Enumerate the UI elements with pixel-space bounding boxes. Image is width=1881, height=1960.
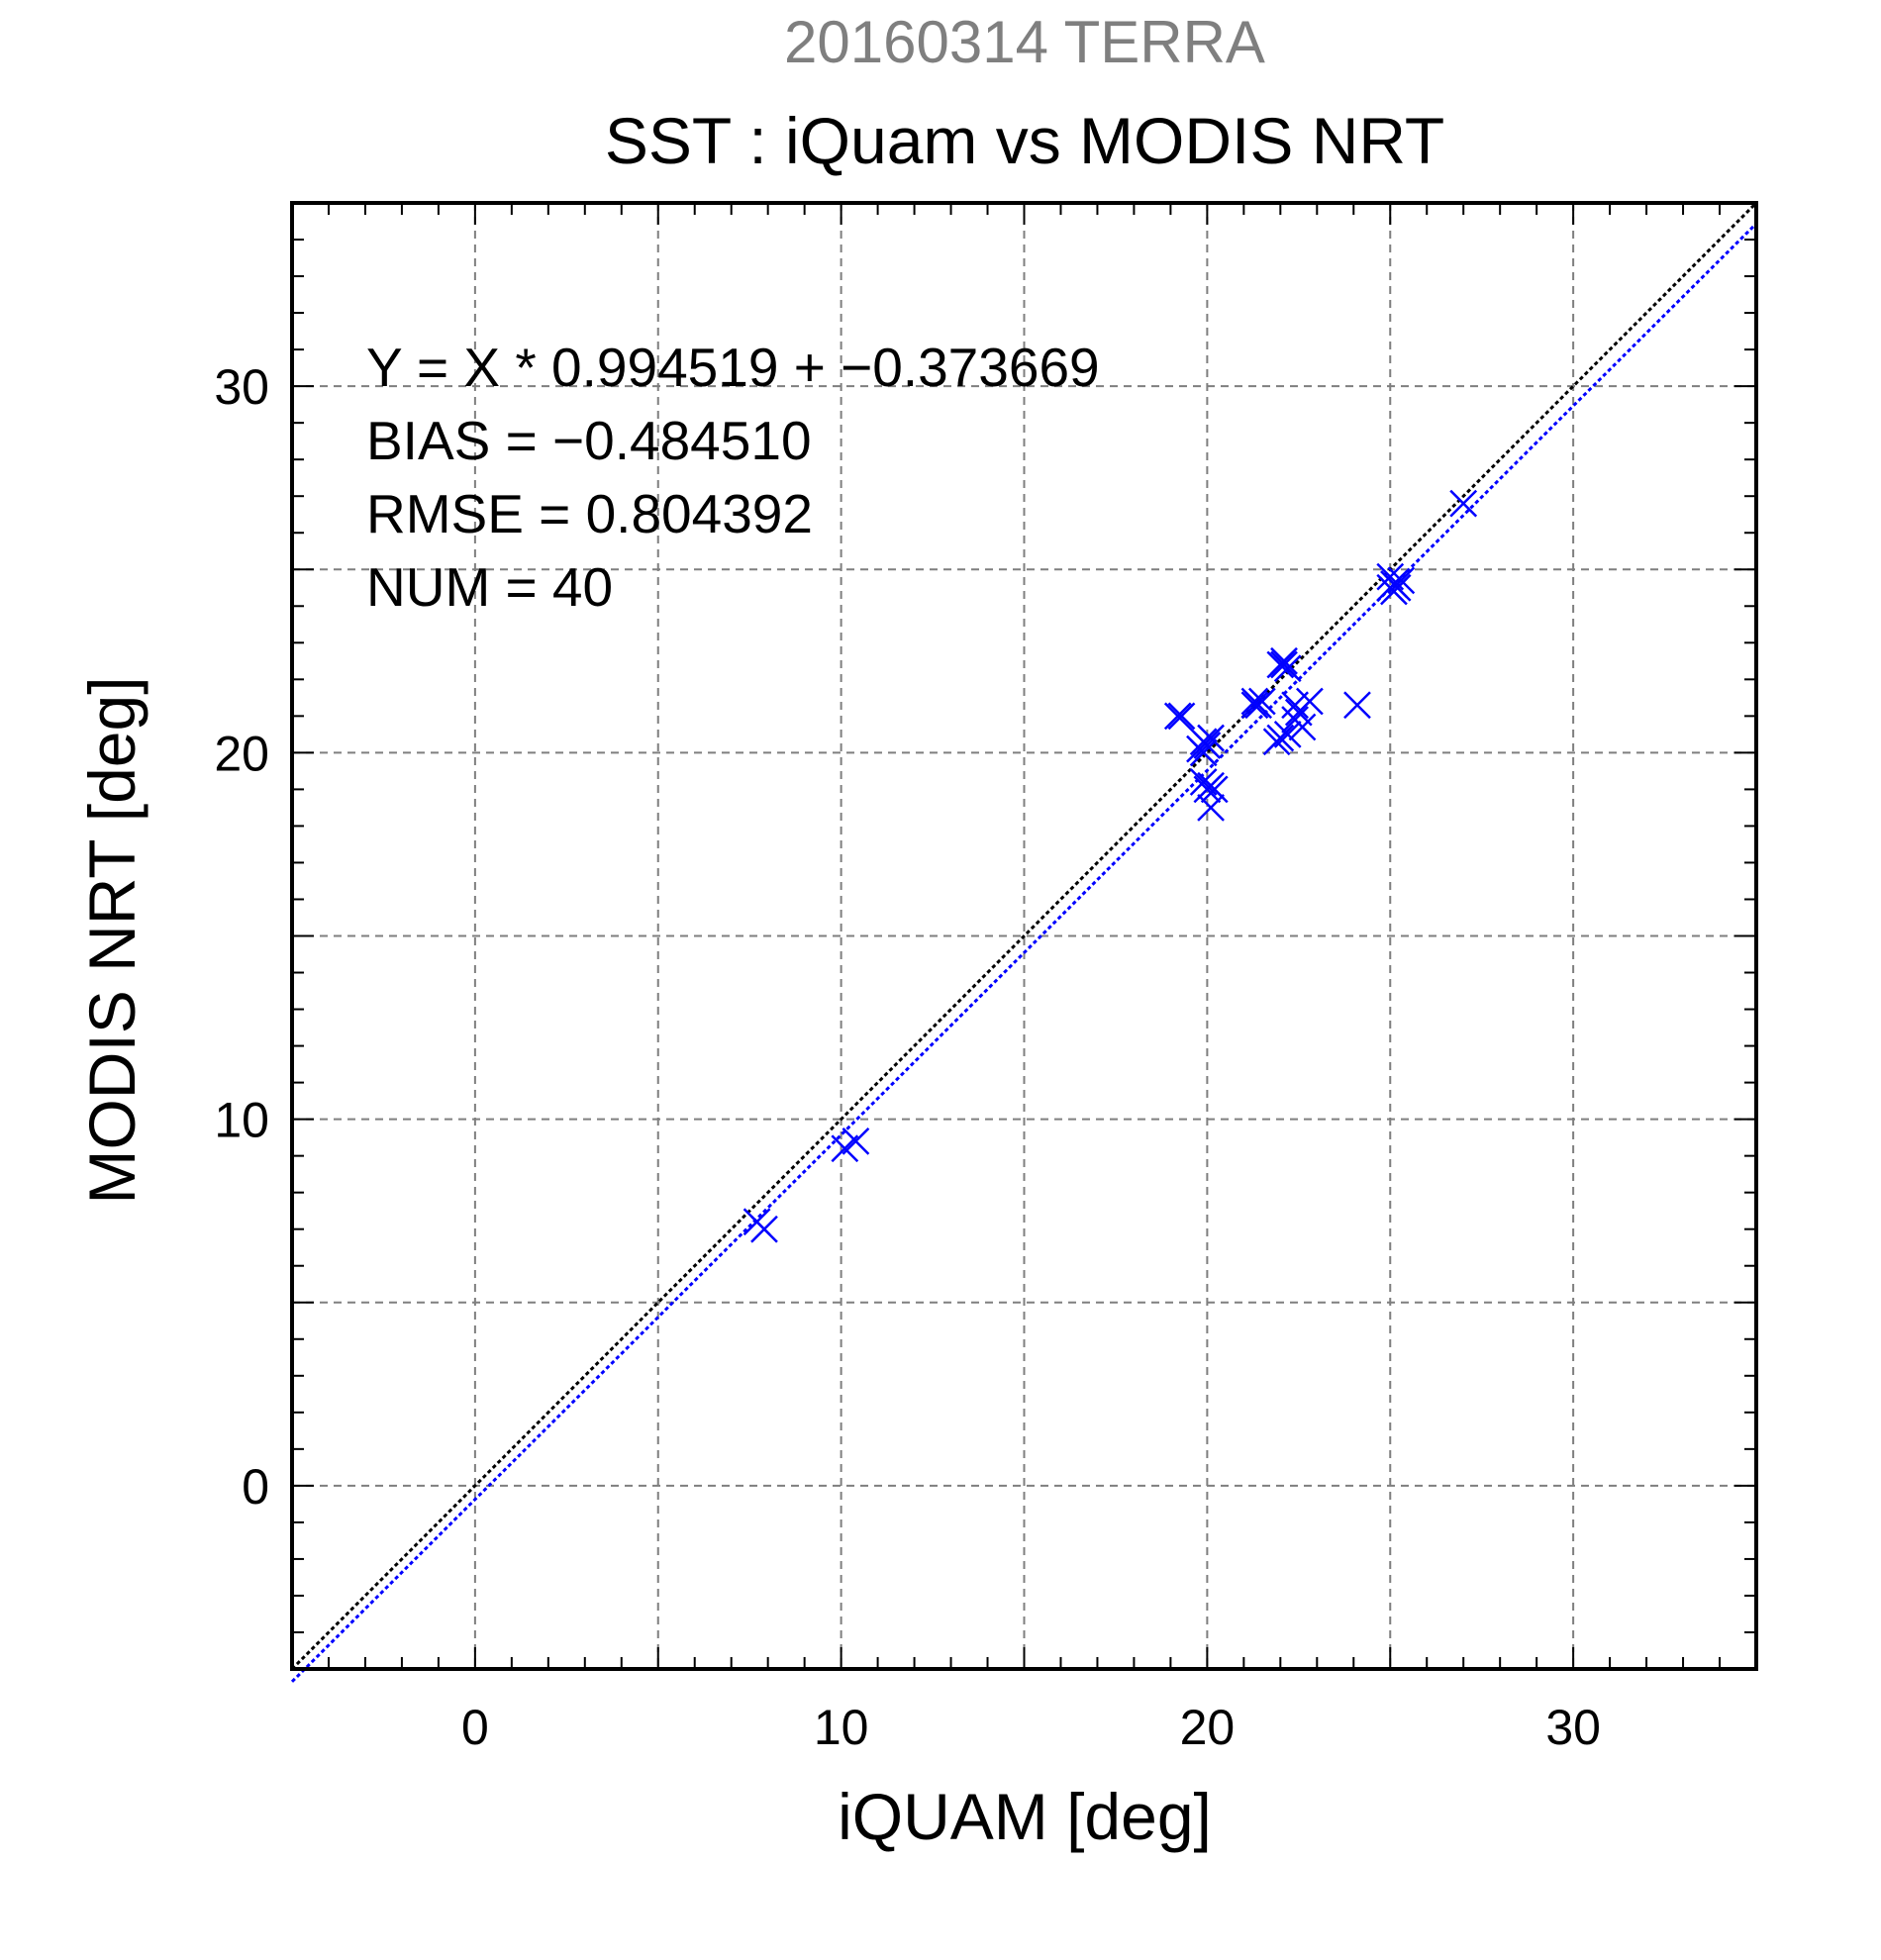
data-point: [1193, 775, 1222, 804]
data-point: [1193, 732, 1222, 759]
data-point: [1189, 738, 1218, 767]
y-tick-label: 30: [214, 359, 269, 415]
data-point: [1273, 654, 1302, 683]
reference-lines: [290, 201, 1758, 1683]
data-point-stroke: [1296, 687, 1324, 716]
data-point-stroke: [1189, 768, 1218, 796]
data-point-stroke: [1247, 687, 1276, 716]
fit-line: [290, 222, 1758, 1683]
grid: [292, 203, 1756, 1669]
data-point: [842, 1127, 870, 1155]
data-point: [1189, 768, 1218, 796]
y-tick-label: 10: [214, 1093, 269, 1148]
data-point: [1262, 728, 1291, 756]
data-point-stroke: [1273, 654, 1302, 683]
data-point: [1343, 691, 1371, 720]
data-point-stroke: [750, 1215, 778, 1243]
data-point-stroke: [1376, 573, 1405, 602]
y-tick-label: 0: [242, 1459, 269, 1515]
data-point-stroke: [1167, 702, 1196, 731]
data-point: [1281, 706, 1309, 734]
data-point: [1449, 489, 1478, 518]
data-point-stroke: [842, 1127, 870, 1155]
data-point-stroke: [1200, 775, 1229, 804]
data-point: [1240, 691, 1269, 720]
bias-stat: BIAS = −0.484510: [366, 410, 812, 471]
x-tick-label: 30: [1545, 1700, 1601, 1755]
data-point: [1296, 687, 1324, 716]
data-point: [1163, 702, 1192, 731]
data-point-stroke: [1197, 724, 1225, 752]
data-point-stroke: [1193, 732, 1222, 759]
rmse-stat: RMSE = 0.804392: [366, 483, 813, 544]
data-point-stroke: [1262, 728, 1291, 756]
data-point-stroke: [1449, 489, 1478, 518]
data-point-stroke: [1270, 646, 1298, 675]
x-tick-label: 0: [461, 1700, 489, 1755]
x-tick-label: 20: [1180, 1700, 1236, 1755]
data-point-stroke: [1343, 691, 1371, 720]
regression-equation: Y = X * 0.994519 + −0.373669: [366, 337, 1100, 398]
data-point-stroke: [1240, 691, 1269, 720]
data-points: [742, 489, 1478, 1243]
tick-labels: 0 10 20 30 0 10 20 30: [214, 359, 1601, 1755]
chart-title: SST : iQuam vs MODIS NRT: [605, 104, 1444, 177]
data-point: [1240, 687, 1269, 716]
chart-suptitle: 20160314 TERRA: [784, 9, 1265, 75]
data-point: [1167, 702, 1196, 731]
data-point-stroke: [1189, 738, 1218, 767]
data-point: [1270, 646, 1298, 675]
data-point: [1247, 687, 1276, 716]
data-point: [1197, 794, 1225, 822]
data-point-stroke: [1193, 775, 1222, 804]
num-stat: NUM = 40: [366, 556, 613, 618]
data-point: [1197, 724, 1225, 752]
data-point-stroke: [1240, 687, 1269, 716]
data-point-stroke: [1376, 562, 1405, 591]
y-tick-label: 20: [214, 726, 269, 781]
identity-line: [290, 201, 1758, 1671]
x-axis-label: iQUAM [deg]: [838, 1780, 1212, 1853]
data-point: [750, 1215, 778, 1243]
data-point-stroke: [1281, 706, 1309, 734]
plot-frame: [290, 201, 1758, 1671]
data-point-stroke: [1197, 794, 1225, 822]
y-axis-label: MODIS NRT [deg]: [75, 676, 148, 1204]
data-point-stroke: [1163, 702, 1192, 731]
data-point: [1376, 573, 1405, 602]
x-tick-label: 10: [814, 1700, 869, 1755]
